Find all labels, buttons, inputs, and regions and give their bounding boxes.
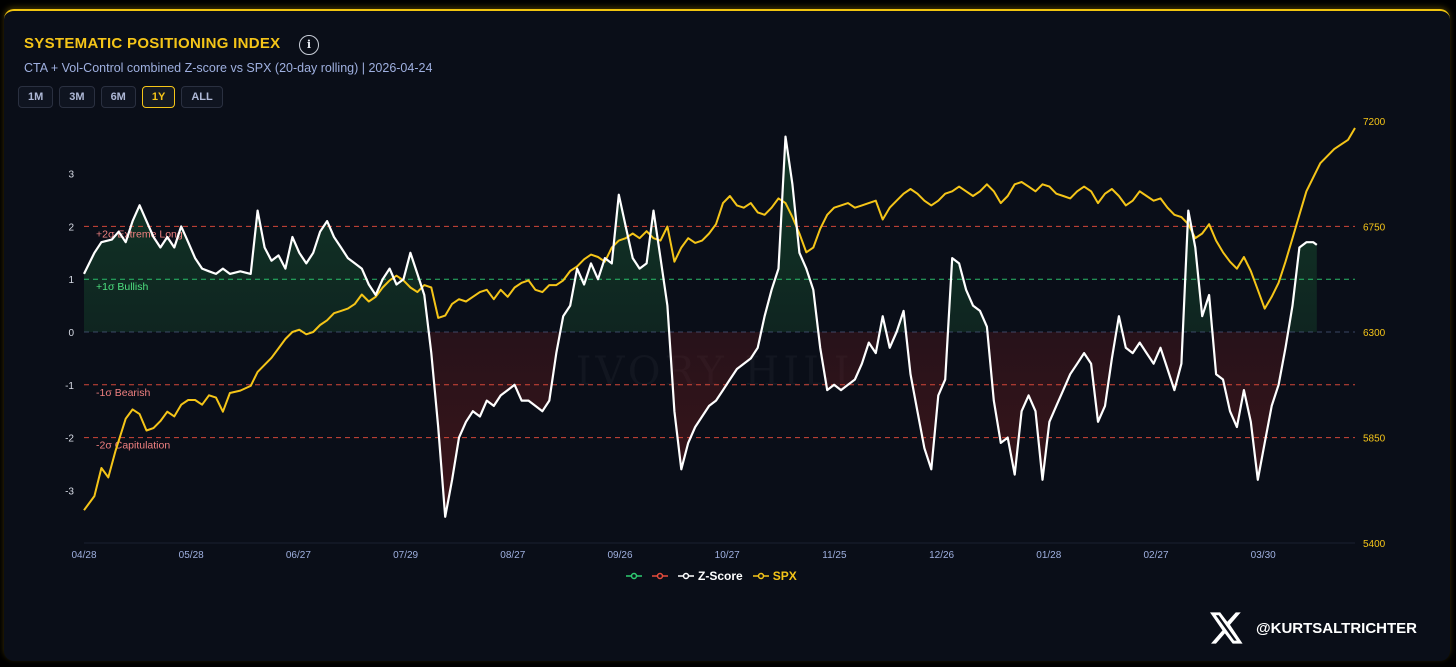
- left-tick-label: -3: [65, 486, 74, 497]
- legend-label-zscore: Z-Score: [698, 569, 743, 583]
- x-tick-label: 12/26: [929, 550, 954, 561]
- chart-subtitle: CTA + Vol-Control combined Z-score vs SP…: [24, 61, 433, 75]
- left-tick-label: -1: [65, 381, 74, 392]
- legend-item-bullish[interactable]: [626, 571, 642, 581]
- x-tick-label: 03/30: [1251, 550, 1276, 561]
- right-tick-label: 6300: [1363, 328, 1386, 339]
- x-tick-label: 07/29: [393, 550, 418, 561]
- range-button-6m[interactable]: 6M: [100, 86, 136, 108]
- x-handle-text: @KURTSALTRICHTER: [1256, 619, 1418, 637]
- spx-line: [83, 127, 1356, 511]
- x-logo-icon: [1210, 612, 1243, 644]
- left-tick-label: 1: [68, 275, 74, 286]
- legend-item-bearish[interactable]: [652, 571, 668, 581]
- zscore-line: [83, 135, 1318, 518]
- left-tick-label: 0: [68, 328, 74, 339]
- right-tick-label: 6750: [1363, 223, 1386, 234]
- reference-label-0: +2σ Extreme Long: [96, 228, 183, 240]
- reference-label-1: +1σ Bullish: [96, 281, 148, 293]
- x-tick-label: 06/27: [286, 550, 311, 561]
- chart-title: SYSTEMATIC POSITIONING INDEX: [24, 35, 281, 52]
- legend-item-spx[interactable]: SPX: [752, 569, 797, 583]
- range-button-all[interactable]: ALL: [181, 86, 223, 108]
- x-tick-label: 04/28: [71, 550, 96, 561]
- reference-label-3: -1σ Bearish: [96, 387, 150, 399]
- x-tick-label: 11/25: [822, 550, 847, 561]
- x-tick-label: 05/28: [179, 550, 204, 561]
- range-button-1m[interactable]: 1M: [18, 86, 54, 108]
- reference-label-4: -2σ Capitulation: [96, 440, 170, 452]
- right-tick-label: 5400: [1363, 539, 1386, 550]
- x-tick-label: 02/27: [1143, 550, 1168, 561]
- zscore-area-negative: [84, 332, 1317, 517]
- zscore-area-positive: [84, 136, 1317, 332]
- x-handle: @KURTSALTRICHTER: [1210, 612, 1417, 644]
- right-tick-label: 5850: [1363, 434, 1386, 445]
- range-button-1y[interactable]: 1Y: [141, 86, 176, 108]
- x-tick-label: 01/28: [1036, 550, 1061, 561]
- left-tick-label: -2: [65, 434, 74, 445]
- x-tick-label: 09/26: [607, 550, 632, 561]
- chart-legend: Z-Score SPX: [626, 569, 797, 583]
- range-button-3m[interactable]: 3M: [59, 86, 95, 108]
- info-icon[interactable]: i: [299, 35, 319, 55]
- range-selector: 1M 3M 6M 1Y ALL: [18, 86, 223, 108]
- legend-item-zscore[interactable]: Z-Score: [678, 569, 743, 583]
- left-tick-label: 3: [68, 170, 74, 181]
- x-tick-label: 08/27: [500, 550, 525, 561]
- right-tick-label: 7200: [1363, 117, 1386, 128]
- legend-label-spx: SPX: [772, 569, 797, 583]
- left-tick-label: 2: [68, 222, 74, 233]
- x-tick-label: 10/27: [715, 550, 740, 561]
